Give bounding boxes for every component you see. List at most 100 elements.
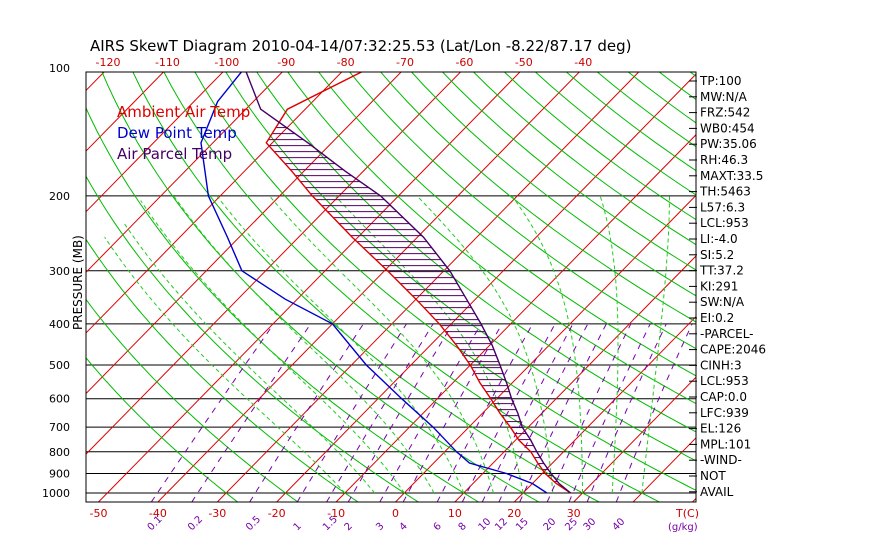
mixing-ratio-line (191, 323, 312, 502)
index-entry: LCL:953 (700, 374, 749, 388)
mixing-ratio-line (296, 323, 407, 502)
pressure-tick-label: 100 (49, 62, 70, 75)
mixing-ratio-line (498, 323, 589, 502)
mixing-ratio-tick: 40 (611, 516, 628, 533)
dry-adiabat-line (86, 175, 419, 502)
index-entry: LFC:939 (700, 406, 749, 420)
dry-adiabat-line (472, 72, 696, 246)
bottom-temperature-tick: 0 (392, 507, 399, 520)
bottom-temperature-tick: 30 (567, 507, 581, 520)
index-entry: SW:N/A (700, 295, 745, 309)
mixing-ratio-tick: 20 (542, 516, 559, 533)
moist-adiabat-line (416, 195, 554, 494)
mixing-ratio-line (150, 323, 275, 502)
index-entry: LCL:953 (700, 216, 749, 230)
mixing-ratio-line (615, 323, 693, 502)
legend-parcel: Air Parcel Temp (117, 145, 232, 163)
legend: Ambient Air Temp Dew Point Temp Air Parcel… (117, 103, 250, 163)
temperature-unit-label: T(C) (675, 507, 699, 520)
moist-adiabat-line (173, 195, 435, 494)
bottom-temperature-tick: 10 (448, 507, 462, 520)
index-entry: TH:5463 (699, 185, 751, 199)
cape-hatch (268, 127, 558, 483)
isotherm-line (752, 68, 870, 502)
mixing-ratio-tick: 4 (398, 521, 410, 533)
moist-adiabat-line (140, 200, 405, 494)
dry-adiabat-line (503, 72, 696, 221)
index-entry: FRZ:542 (700, 106, 750, 120)
bottom-temperature-tick: -30 (208, 507, 226, 520)
index-entry: MPL:101 (700, 437, 751, 451)
bottom-temperature-tick: 20 (507, 507, 521, 520)
mixing-ratio-tick: 0.2 (186, 514, 205, 533)
pressure-tick-label: 800 (49, 446, 70, 459)
mixing-ratio-line (546, 323, 632, 502)
dry-adiabat-line (658, 72, 696, 101)
moist-adiabat-line (511, 195, 583, 493)
top-temperature-tick: -120 (96, 56, 121, 69)
top-temperature-tick: -90 (277, 56, 295, 69)
mixing-ratio-tick: 8 (457, 521, 469, 533)
dry-adiabat-line (101, 72, 539, 502)
isotherm-line (86, 72, 402, 395)
index-entry: NOT (700, 469, 726, 483)
mixing-ratio-line (519, 323, 607, 502)
index-entry: TT:37.2 (699, 264, 744, 278)
mixing-ratio-tick: 0.5 (244, 514, 263, 533)
index-entry: L57:6.3 (700, 200, 745, 214)
dry-adiabat-line (410, 72, 696, 297)
mixing-ratio-line (436, 323, 534, 502)
index-entry: LI:-4.0 (700, 232, 738, 246)
isotherm-line (86, 72, 165, 152)
isotherm-line (395, 194, 696, 502)
bottom-temperature-tick: -20 (268, 507, 286, 520)
pressure-tick-label: 500 (49, 359, 70, 372)
pressure-tick-label: 700 (49, 421, 70, 434)
moist-adiabat-line (599, 195, 619, 494)
index-entry: CAP:0.0 (700, 390, 747, 404)
dry-adiabat-line (808, 68, 870, 502)
index-entry: AVAIL (700, 485, 734, 499)
dry-adiabat-line (86, 238, 359, 502)
dewpoint-line (200, 72, 548, 494)
pressure-tick-label: 1000 (42, 487, 70, 500)
mixing-ratio-tick: 1 (292, 521, 304, 533)
bottom-temperature-tick: -10 (327, 507, 345, 520)
index-entry: MW:N/A (700, 90, 748, 104)
mixing-ratio-tick: 6 (432, 521, 444, 533)
top-temperature-tick: -50 (515, 56, 533, 69)
index-entry: WB0:454 (700, 121, 755, 135)
mixing-ratio-line (461, 323, 556, 502)
isotherm-line (276, 73, 696, 502)
index-entry: RH:46.3 (700, 153, 748, 167)
dry-adiabat-line (86, 357, 238, 502)
dry-adiabat-line (349, 72, 696, 350)
dry-adiabat-line (318, 72, 696, 377)
isotherm-line (98, 72, 521, 502)
y-axis-label: PRESSURE (MB) (71, 235, 85, 330)
index-entry: EL:126 (700, 422, 741, 436)
parcel-temp-line (245, 72, 572, 494)
dry-adiabat-line (380, 72, 696, 323)
dry-adiabat-line (194, 72, 696, 491)
chart-grid (86, 68, 870, 502)
isotherm-line (513, 315, 696, 502)
dry-adiabat-line (86, 106, 479, 502)
moist-adiabat-line (122, 221, 375, 494)
index-entry: MAXT:33.5 (700, 169, 763, 183)
profile-lines (200, 72, 572, 494)
legend-ambient: Ambient Air Temp (117, 103, 250, 121)
top-temperature-tick: -60 (455, 56, 473, 69)
isotherm-line (157, 72, 581, 502)
legend-dewpoint: Dew Point Temp (117, 124, 237, 142)
dry-adiabat-line (163, 72, 660, 502)
isotherm-line (86, 72, 343, 334)
top-temperature-tick: -70 (396, 56, 414, 69)
mixing-ratio-line (379, 323, 482, 502)
dry-adiabat-line (441, 72, 696, 271)
isotherm-line (216, 72, 640, 502)
index-entry: SI:5.2 (700, 248, 734, 262)
dry-adiabat-line (132, 72, 600, 502)
top-temperature-tick: -100 (214, 56, 239, 69)
pressure-tick-label: 900 (49, 468, 70, 481)
